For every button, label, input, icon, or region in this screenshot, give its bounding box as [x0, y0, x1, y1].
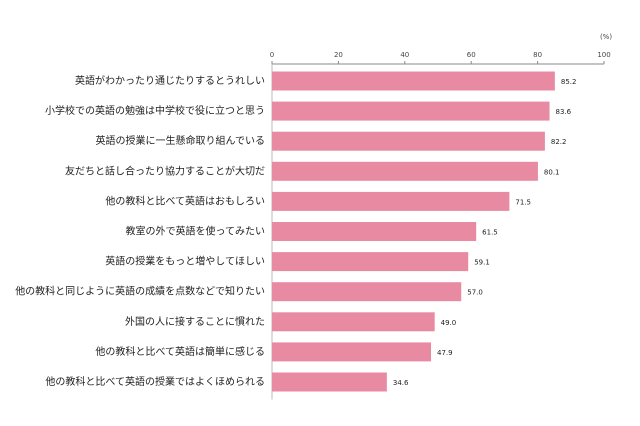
bar — [272, 282, 462, 302]
y-tick-label: 外国の人に接することに慣れた — [125, 315, 265, 328]
value-label: 71.5 — [515, 198, 531, 206]
x-tick-label: 0 — [270, 51, 274, 59]
bar — [272, 71, 555, 91]
bar — [272, 312, 435, 332]
value-label: 85.2 — [561, 78, 577, 86]
value-label: 57.0 — [467, 289, 483, 297]
y-tick-label: 他の教科と比べて英語は簡単に感じる — [95, 345, 265, 358]
value-label: 80.1 — [544, 168, 560, 176]
bar — [272, 372, 387, 392]
y-tick-label: 友だちと話し合ったり協力することが大切だ — [65, 164, 265, 177]
value-label: 83.6 — [556, 108, 572, 116]
bar — [272, 161, 538, 181]
y-tick-label: 教室の外で英語を使ってみたい — [126, 225, 266, 238]
bar — [272, 131, 545, 151]
bar — [272, 222, 477, 241]
bar — [272, 191, 510, 211]
bar — [272, 342, 432, 362]
y-tick-label: 英語がわかったり通じたりするとうれしい — [75, 74, 265, 87]
x-tick-label: 60 — [467, 51, 476, 59]
x-tick-label: 80 — [533, 51, 542, 59]
value-label: 59.1 — [474, 259, 490, 267]
value-label: 49.0 — [441, 319, 457, 327]
value-label: 82.2 — [551, 138, 567, 146]
y-tick-label: 他の教科と同じように英語の成績を点数などで知りたい — [15, 285, 265, 298]
y-tick-label: 他の教科と比べて英語の授業ではよくほめられる — [45, 375, 265, 388]
value-label: 47.9 — [437, 349, 453, 357]
value-label: 34.6 — [393, 379, 409, 387]
unit-label: (%) — [600, 33, 612, 41]
y-tick-label: 他の教科と比べて英語はおもしろい — [105, 194, 265, 207]
bar — [272, 252, 469, 272]
value-label: 61.5 — [482, 229, 498, 237]
y-tick-label: 小学校での英語の勉強は中学校で役に立つと思う — [45, 104, 265, 117]
y-tick-label: 英語の授業に一生懸命取り組んでいる — [96, 134, 266, 147]
x-tick-label: 40 — [400, 51, 409, 59]
x-tick-label: 100 — [597, 51, 610, 59]
y-tick-label: 英語の授業をもっと増やしてほしい — [105, 255, 265, 268]
bar — [272, 101, 550, 121]
x-tick-label: 20 — [334, 51, 343, 59]
